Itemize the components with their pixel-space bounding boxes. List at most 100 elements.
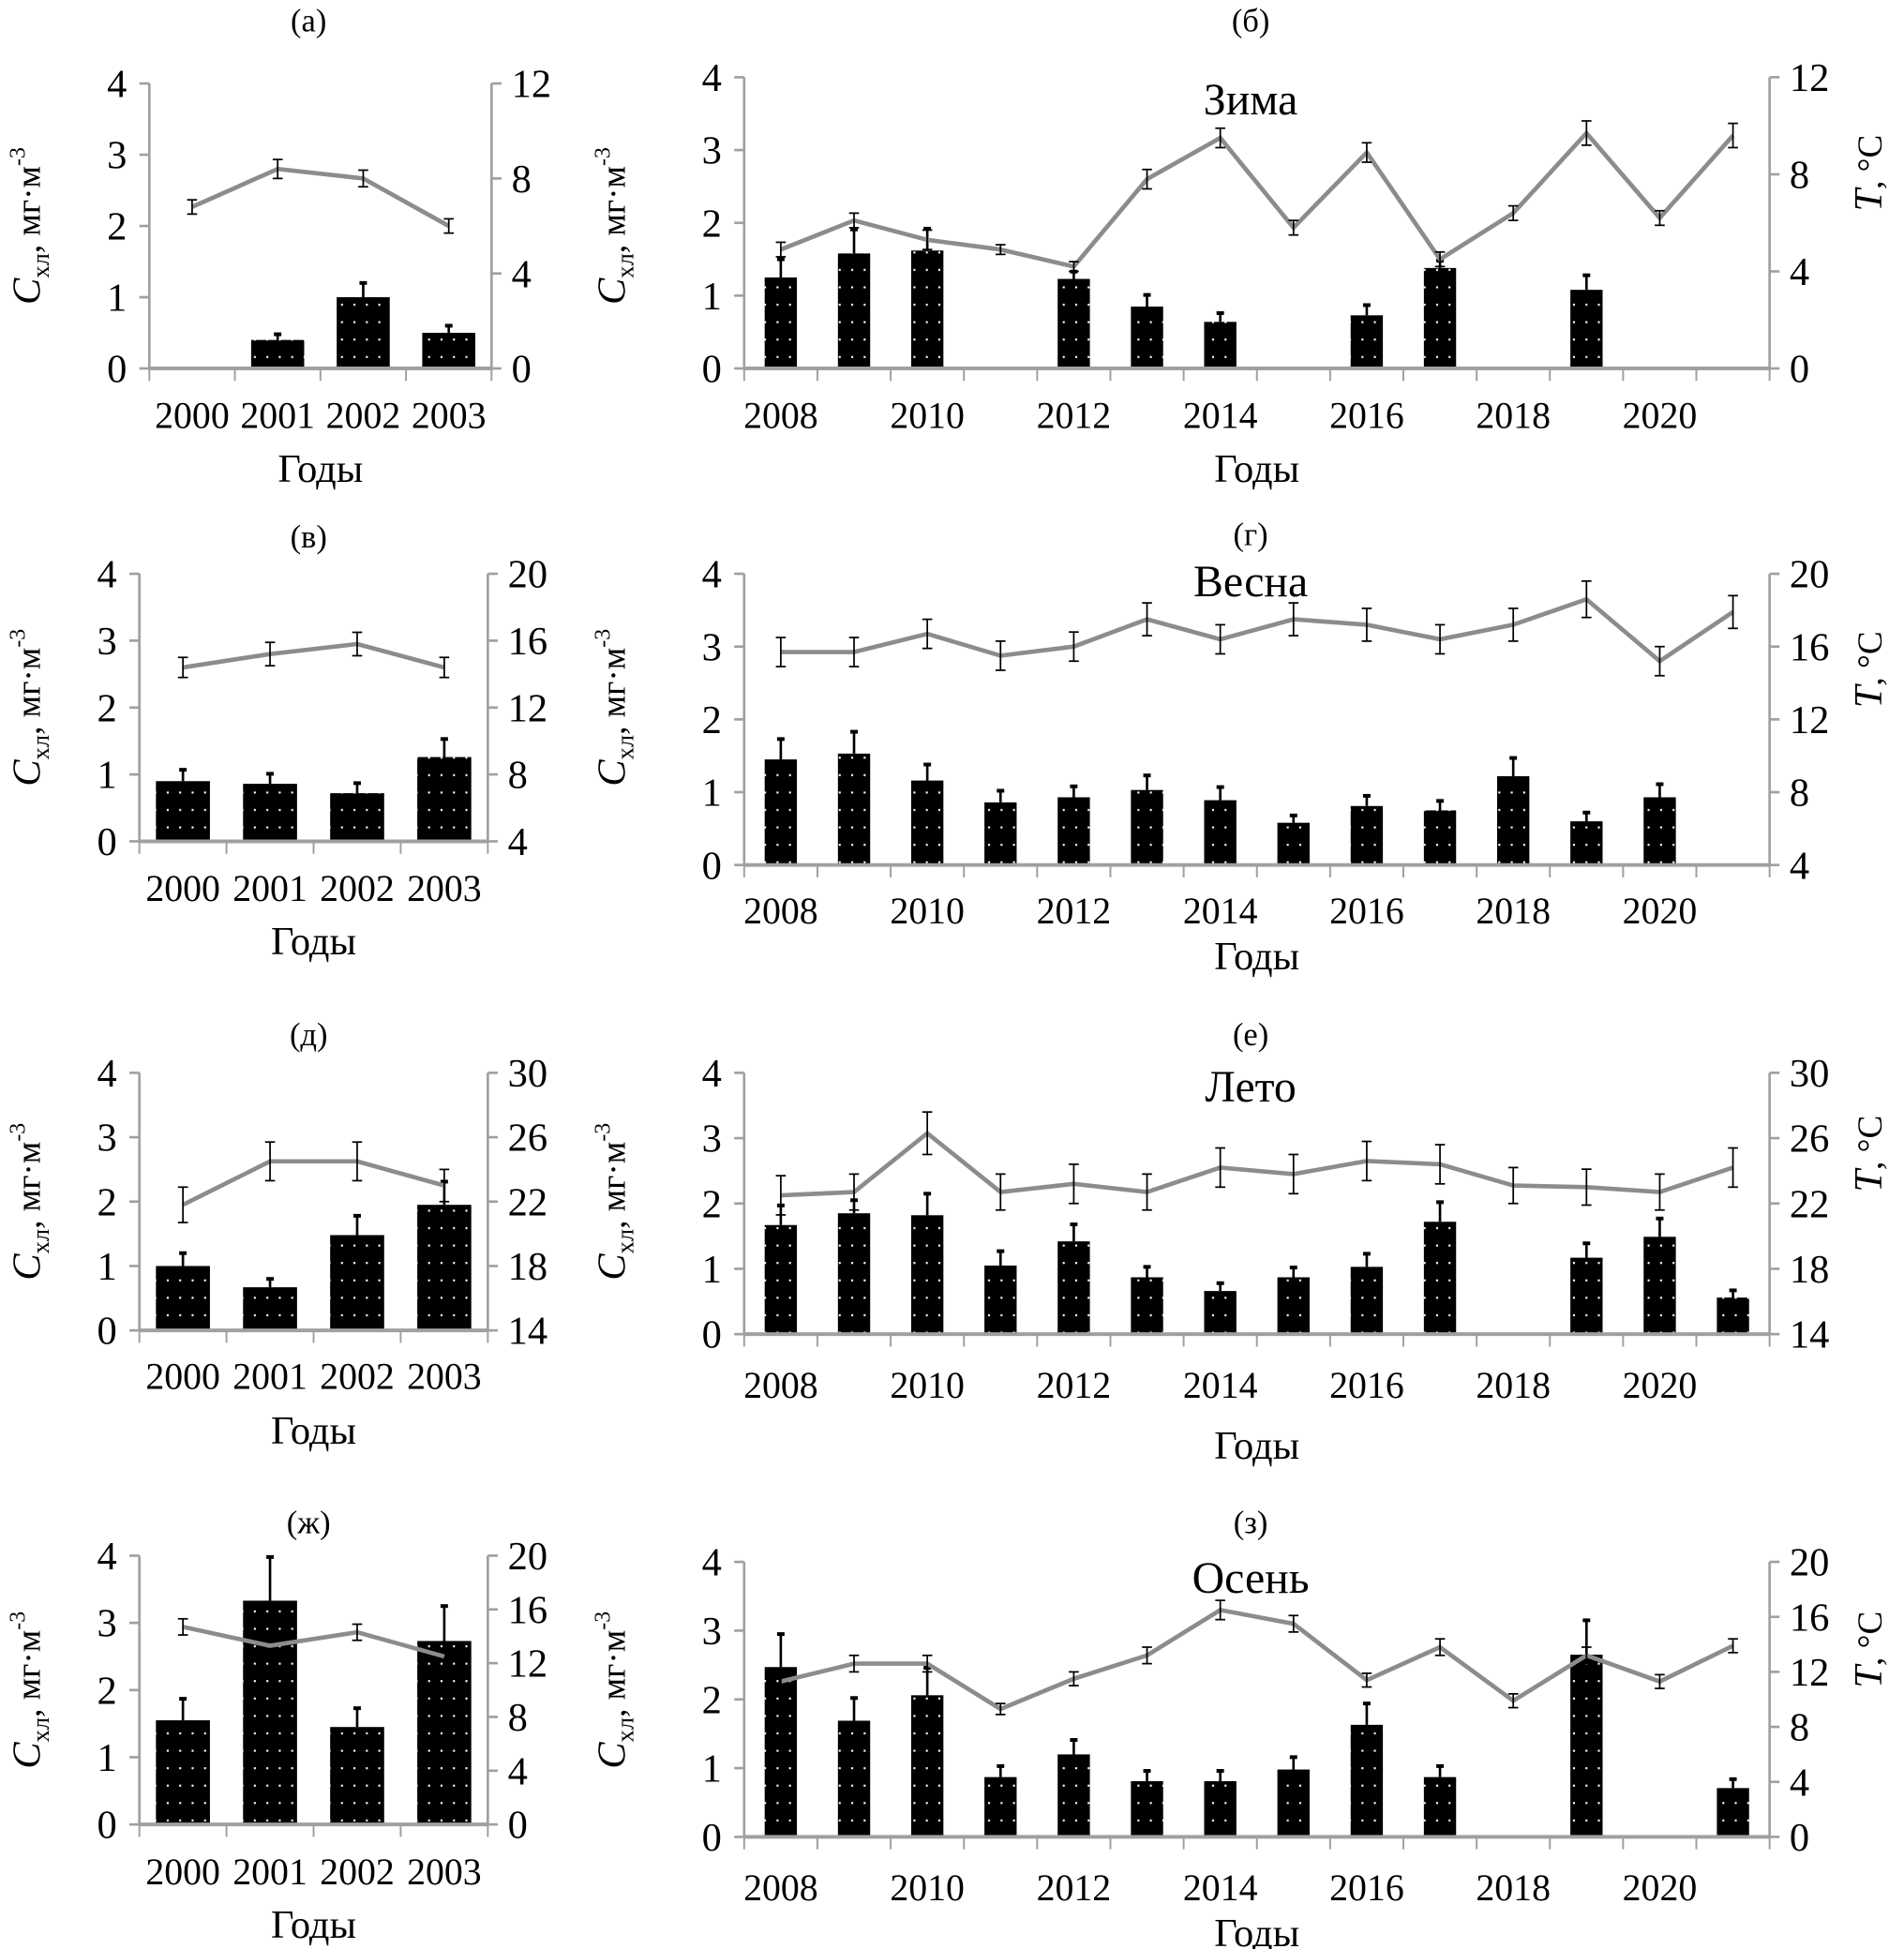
x-tick-label: 2016 — [1329, 396, 1404, 437]
axis-label-superscript: -3 — [7, 629, 31, 648]
axis-label-subscript: хл — [611, 735, 639, 760]
x-tick-label: 2016 — [1329, 891, 1404, 932]
chlorophyll-bar — [156, 781, 210, 842]
axis-label-unit: , °C — [1852, 1116, 1890, 1170]
right-y-tick-label: 4 — [512, 252, 532, 296]
temperature-line — [182, 1625, 445, 1659]
left-y-axis-title: Cхл, мг·м-3 — [5, 629, 53, 787]
axis-label-unit: , °C — [1852, 631, 1890, 685]
axis-label-symbol: C — [5, 277, 49, 305]
x-tick-label: 2010 — [890, 1867, 965, 1909]
chlorophyll-bar — [1570, 821, 1603, 865]
left-y-tick-label: 1 — [97, 1245, 117, 1289]
axis-label-superscript: -3 — [7, 1612, 31, 1630]
panel-label: (д) — [290, 1017, 328, 1053]
left-y-axis-title: Cхл, мг·м-3 — [5, 1123, 53, 1281]
x-tick-label: 2003 — [407, 868, 482, 909]
left-y-tick-label: 0 — [107, 348, 127, 392]
chlorophyll-bar — [1057, 278, 1090, 369]
chlorophyll-bar — [837, 753, 871, 865]
chlorophyll-bar — [1131, 789, 1163, 865]
chlorophyll-bar — [910, 250, 944, 369]
right-y-tick-label: 8 — [512, 157, 532, 202]
chlorophyll-bar — [910, 1695, 944, 1837]
chlorophyll-bar — [1423, 267, 1457, 369]
chlorophyll-bar — [1643, 1237, 1676, 1335]
x-tick-label: 2010 — [890, 891, 965, 932]
axis-label-subscript: хл — [611, 253, 639, 278]
left-y-tick-label: 1 — [702, 1248, 722, 1292]
right-y-axis-title: T, °C — [1847, 1116, 1891, 1192]
right-y-tick-label: 12 — [1790, 1651, 1829, 1695]
chlorophyll-bar — [1423, 1777, 1457, 1837]
right-y-tick-label: 20 — [508, 553, 547, 597]
left-y-tick-label: 2 — [97, 1669, 117, 1713]
panel-label: (е) — [1233, 1017, 1268, 1053]
axis-label-symbol: T — [1847, 1167, 1891, 1192]
left-y-tick-label: 4 — [97, 553, 117, 597]
left-y-axis-title: Cхл, мг·м-3 — [5, 147, 53, 305]
axis-label-unit: , мг·м — [9, 648, 48, 735]
left-y-tick-label: 4 — [97, 1535, 117, 1579]
x-tick-label: 2012 — [1037, 1867, 1112, 1909]
left-y-tick-label: 0 — [702, 1313, 722, 1357]
x-tick-label: 2002 — [326, 396, 401, 437]
right-y-tick-label: 0 — [1790, 348, 1809, 392]
left-y-tick-label: 0 — [702, 1816, 722, 1860]
x-tick-label: 2000 — [155, 396, 230, 437]
axis-label-symbol: C — [590, 1253, 634, 1281]
left-y-tick-label: 2 — [97, 686, 117, 730]
left-y-tick-label: 4 — [107, 63, 127, 107]
chlorophyll-bar — [1350, 805, 1384, 865]
left-y-tick-label: 2 — [97, 1180, 117, 1224]
chlorophyll-bar — [243, 1287, 297, 1331]
left-y-tick-label: 4 — [702, 1052, 722, 1096]
axis-label-unit: , мг·м — [594, 1142, 633, 1229]
chlorophyll-bar — [764, 277, 798, 369]
chlorophyll-bar — [422, 333, 476, 369]
left-y-tick-label: 2 — [107, 205, 127, 249]
right-y-tick-label: 8 — [1790, 154, 1809, 198]
temperature-line — [780, 596, 1734, 665]
left-y-tick-label: 3 — [702, 1117, 722, 1162]
right-y-tick-label: 4 — [1790, 250, 1809, 294]
chlorophyll-bar — [984, 1265, 1017, 1335]
x-tick-label: 2008 — [743, 1365, 818, 1406]
x-tick-label: 2003 — [412, 396, 487, 437]
chlorophyll-bar — [1131, 307, 1163, 369]
left-y-tick-label: 0 — [97, 1804, 117, 1848]
axis-label-unit: , мг·м — [9, 1142, 48, 1229]
right-y-tick-label: 4 — [1790, 1761, 1809, 1805]
chlorophyll-bar — [417, 757, 472, 842]
right-y-tick-label: 26 — [508, 1117, 547, 1161]
right-y-tick-label: 30 — [508, 1052, 547, 1096]
chlorophyll-bar — [764, 1667, 798, 1837]
x-tick-label: 2008 — [743, 891, 818, 932]
right-y-tick-label: 0 — [508, 1804, 528, 1848]
x-tick-label: 2018 — [1476, 396, 1551, 437]
chlorophyll-bar — [1277, 822, 1310, 865]
chlorophyll-bar — [984, 802, 1017, 865]
chart-panel: (е) Лето 0 1 2 3 4 14 18 22 26 30 2008 2010 2012 2014 20… — [702, 1017, 1891, 1468]
chlorophyll-bar — [910, 780, 944, 865]
x-tick-label: 2014 — [1183, 396, 1258, 437]
axis-label-symbol: C — [5, 1253, 49, 1281]
right-y-tick-label: 16 — [508, 1588, 547, 1632]
x-tick-label: 2020 — [1623, 1365, 1698, 1406]
chlorophyll-bar — [837, 253, 871, 369]
x-tick-label: 2008 — [743, 1867, 818, 1909]
panel-label: (б) — [1232, 3, 1270, 38]
right-y-tick-label: 22 — [1790, 1182, 1829, 1226]
chlorophyll-bar — [1643, 797, 1676, 865]
left-y-tick-label: 3 — [97, 620, 117, 664]
axis-label-symbol: C — [590, 277, 634, 305]
chlorophyll-bar — [1131, 1781, 1163, 1837]
x-tick-label: 2010 — [890, 1365, 965, 1406]
left-y-tick-label: 1 — [97, 754, 117, 798]
chlorophyll-bar — [1717, 1788, 1749, 1837]
x-axis-title: Годы — [1214, 447, 1299, 491]
axis-label-subscript: хл — [611, 1717, 639, 1743]
x-tick-label: 2012 — [1037, 1365, 1112, 1406]
chlorophyll-bar — [1204, 322, 1237, 369]
chart-title: Весна — [1193, 557, 1308, 607]
